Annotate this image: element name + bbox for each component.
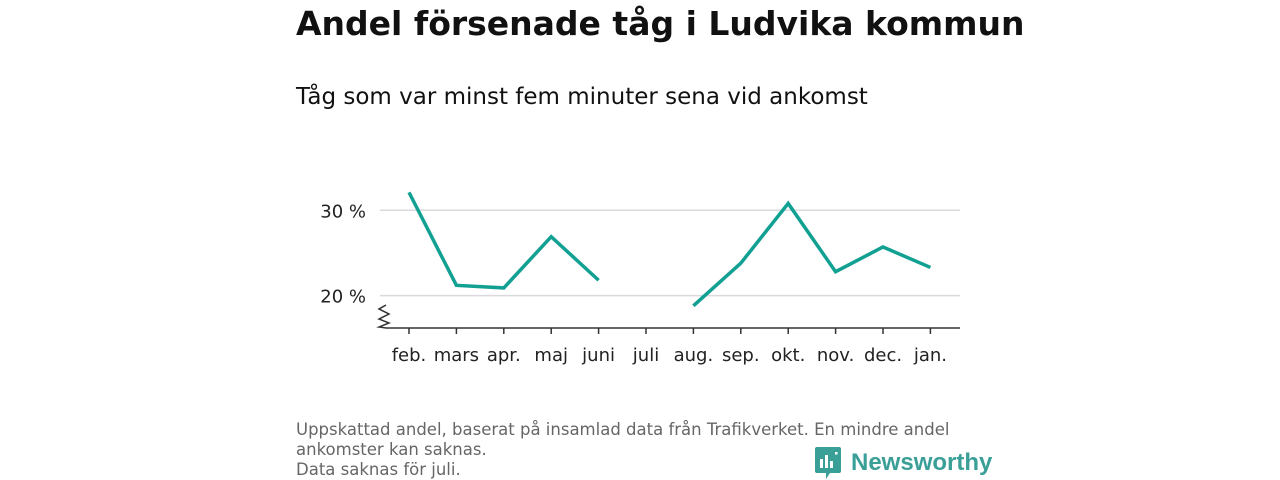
gridlines <box>380 209 960 297</box>
x-tick-label: feb. <box>392 345 427 366</box>
x-axis: feb. mars apr. maj juni juli aug. sep. okt. nov. d… <box>376 304 960 366</box>
line-chart: 20 % 30 % feb. mars apr. maj juni juli aug. sep.… <box>320 191 960 366</box>
x-tick-label: okt. <box>771 345 805 366</box>
y-tick-label: 30 % <box>320 201 366 222</box>
x-tick-label: maj <box>534 345 568 366</box>
x-tick-label: mars <box>434 345 479 366</box>
x-tick-label: dec. <box>864 345 902 366</box>
x-tick-label: aug. <box>674 345 714 366</box>
y-tick-label: 20 % <box>320 287 366 308</box>
chart-title: Andel försenade tåg i Ludvika kommun <box>296 4 1025 43</box>
axis-break-symbol <box>376 304 392 329</box>
newsworthy-logo-icon <box>815 447 841 479</box>
series-lines <box>407 191 932 308</box>
footnote-line: ankomster kan saknas. <box>296 440 487 459</box>
x-tick-label: sep. <box>722 345 760 366</box>
x-tick-label: juni <box>581 345 615 366</box>
series-line <box>407 191 600 290</box>
brand-name: Newsworthy <box>851 449 993 476</box>
x-tick-label: juli <box>632 345 659 366</box>
footnote-line: Data saknas för juli. <box>296 460 461 479</box>
brand-logo: Newsworthy <box>814 446 992 480</box>
x-tick-label: apr. <box>487 345 521 366</box>
footnote-line: Uppskattad andel, baserat på insamlad da… <box>296 420 950 439</box>
y-axis-labels: 20 % 30 % <box>320 201 366 307</box>
x-tick-label: jan. <box>913 345 947 366</box>
chart-subtitle: Tåg som var minst fem minuter sena vid a… <box>296 84 868 110</box>
footnote: Uppskattad andel, baserat på insamlad da… <box>296 420 986 480</box>
series-line <box>692 200 932 308</box>
x-tick-label: nov. <box>817 345 854 366</box>
